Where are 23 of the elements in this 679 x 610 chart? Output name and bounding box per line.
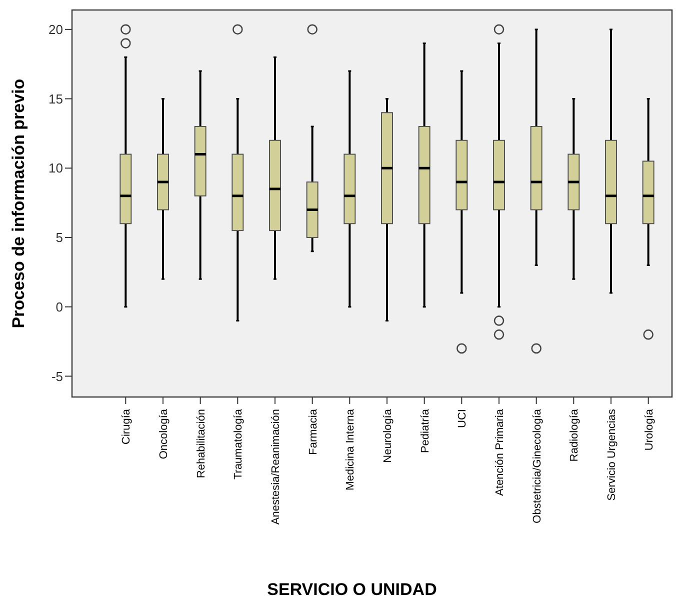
x-tick-label: Farmacia: [307, 408, 320, 455]
y-tick-label: 0: [56, 299, 63, 314]
y-tick-label: 15: [48, 91, 63, 106]
y-axis-title: Proceso de información previo: [9, 78, 28, 328]
y-tick-label: 5: [56, 230, 63, 246]
x-axis-title: SERVICIO O UNIDAD: [267, 580, 437, 599]
x-tick-label: Pediatría: [419, 408, 432, 454]
x-tick-label: Obstetricia/Ginecología: [531, 408, 544, 524]
x-tick-label: Radiología: [568, 408, 581, 462]
x-tick-label: Medicina Interna: [344, 408, 357, 490]
x-tick-label: Atención Primaria: [494, 408, 506, 496]
x-tick-label: Rehabilitación: [195, 409, 208, 478]
y-tick-label: 10: [48, 160, 63, 176]
x-tick-label: Oncología: [158, 408, 170, 460]
x-tick-label: Neurología: [382, 408, 394, 463]
x-tick-label: Cirugía: [120, 408, 133, 444]
y-tick-label: -5: [51, 368, 63, 384]
x-tick-label: Urología: [643, 408, 656, 451]
x-tick-label: Servicio Urgencias: [606, 408, 618, 501]
x-tick-label: UCI: [456, 409, 469, 428]
x-tick-label: Traumatología: [232, 408, 245, 480]
y-tick-label: 20: [48, 22, 63, 37]
x-tick-label: Anestesia/Reanimación: [270, 409, 282, 525]
